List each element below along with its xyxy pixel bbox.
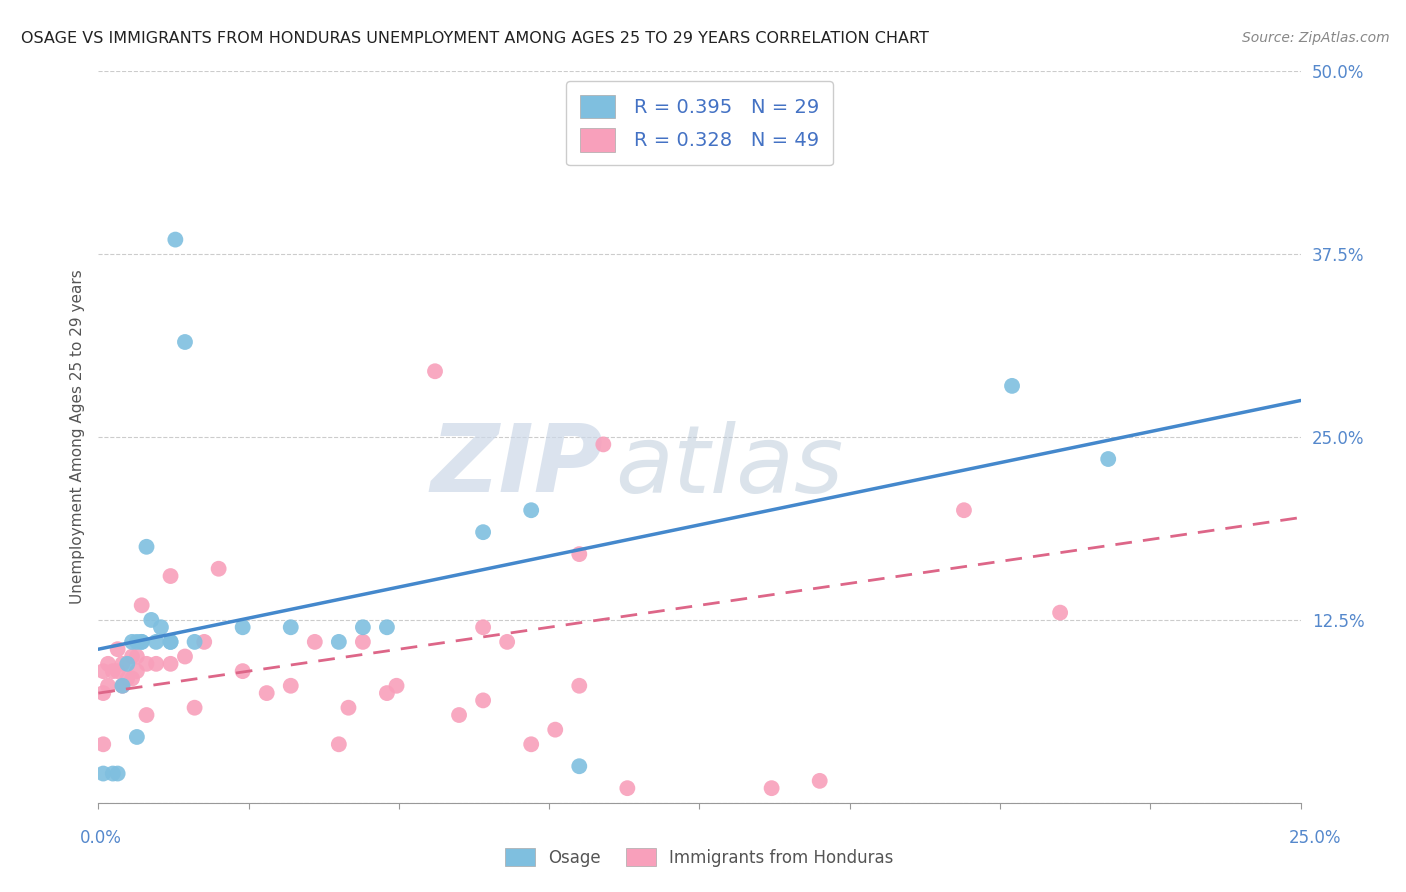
Point: [328, 635, 350, 649]
Point: [496, 635, 519, 649]
Point: [761, 781, 783, 796]
Text: 0.0%: 0.0%: [80, 829, 122, 847]
Point: [174, 649, 197, 664]
Point: [385, 679, 408, 693]
Point: [375, 686, 398, 700]
Point: [97, 657, 120, 671]
Point: [328, 737, 350, 751]
Point: [131, 635, 153, 649]
Point: [472, 620, 495, 634]
Point: [159, 569, 181, 583]
Point: [125, 635, 148, 649]
Point: [131, 635, 153, 649]
Point: [111, 679, 134, 693]
Point: [1001, 379, 1024, 393]
Point: [145, 635, 167, 649]
Point: [159, 657, 181, 671]
Text: atlas: atlas: [616, 421, 844, 512]
Y-axis label: Unemployment Among Ages 25 to 29 years: Unemployment Among Ages 25 to 29 years: [69, 269, 84, 605]
Point: [101, 664, 124, 678]
Point: [808, 773, 831, 788]
Point: [616, 781, 638, 796]
Legend: Osage, Immigrants from Honduras: Osage, Immigrants from Honduras: [496, 840, 903, 875]
Point: [208, 562, 231, 576]
Point: [256, 686, 278, 700]
Point: [111, 679, 134, 693]
Text: Source: ZipAtlas.com: Source: ZipAtlas.com: [1241, 31, 1389, 45]
Point: [97, 679, 120, 693]
Point: [91, 664, 114, 678]
Point: [117, 657, 139, 671]
Point: [304, 635, 326, 649]
Point: [121, 635, 143, 649]
Point: [107, 642, 129, 657]
Point: [520, 737, 543, 751]
Point: [375, 620, 398, 634]
Point: [125, 664, 148, 678]
Point: [183, 635, 205, 649]
Point: [141, 613, 163, 627]
Point: [232, 620, 254, 634]
Point: [125, 649, 148, 664]
Point: [111, 657, 134, 671]
Point: [121, 649, 143, 664]
Point: [232, 664, 254, 678]
Point: [91, 766, 114, 780]
Point: [131, 599, 153, 613]
Text: 25.0%: 25.0%: [1288, 829, 1341, 847]
Point: [183, 700, 205, 714]
Point: [145, 657, 167, 671]
Point: [520, 503, 543, 517]
Text: OSAGE VS IMMIGRANTS FROM HONDURAS UNEMPLOYMENT AMONG AGES 25 TO 29 YEARS CORRELA: OSAGE VS IMMIGRANTS FROM HONDURAS UNEMPL…: [21, 31, 929, 46]
Point: [135, 540, 157, 554]
Text: ZIP: ZIP: [430, 420, 603, 512]
Point: [592, 437, 614, 451]
Point: [568, 679, 591, 693]
Point: [280, 620, 302, 634]
Point: [568, 547, 591, 561]
Point: [159, 635, 181, 649]
Point: [352, 635, 374, 649]
Point: [117, 672, 139, 686]
Point: [447, 708, 470, 723]
Point: [568, 759, 591, 773]
Point: [423, 364, 446, 378]
Point: [174, 334, 197, 349]
Point: [352, 620, 374, 634]
Point: [125, 730, 148, 744]
Point: [1049, 606, 1071, 620]
Point: [193, 635, 215, 649]
Point: [107, 766, 129, 780]
Point: [91, 686, 114, 700]
Point: [135, 657, 157, 671]
Point: [953, 503, 976, 517]
Point: [472, 693, 495, 707]
Point: [280, 679, 302, 693]
Point: [91, 737, 114, 751]
Point: [135, 708, 157, 723]
Point: [107, 664, 129, 678]
Point: [337, 700, 360, 714]
Point: [159, 635, 181, 649]
Point: [1097, 452, 1119, 467]
Point: [121, 672, 143, 686]
Point: [544, 723, 567, 737]
Point: [149, 620, 172, 634]
Point: [165, 233, 187, 247]
Point: [472, 525, 495, 540]
Point: [101, 766, 124, 780]
